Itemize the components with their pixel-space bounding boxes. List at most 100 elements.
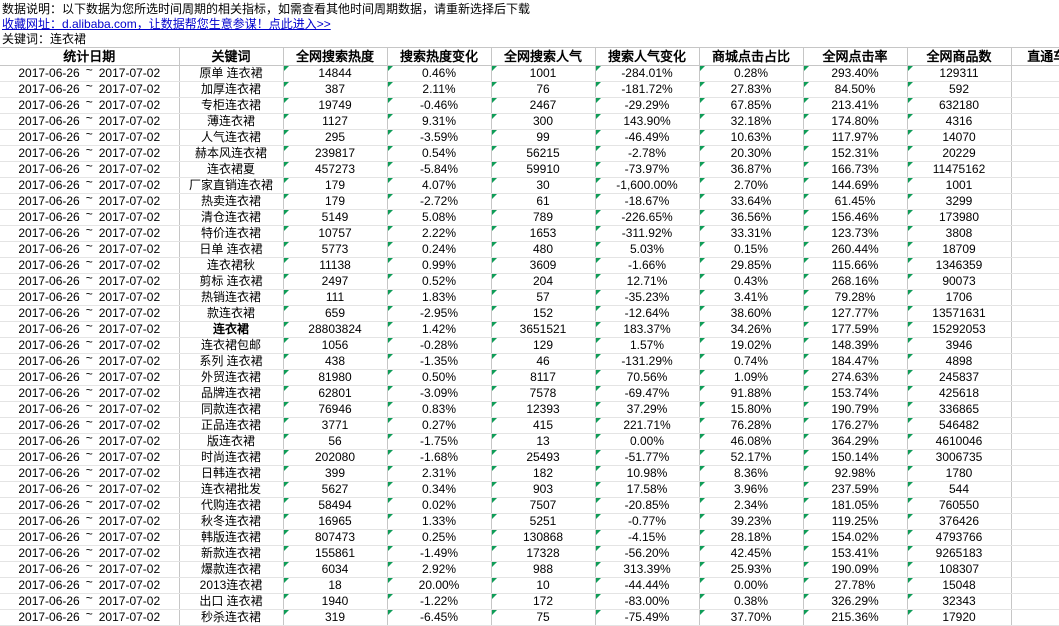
cell-item-count[interactable]: 425618 <box>907 385 1012 402</box>
cell-mall-click[interactable]: 34.26% <box>699 321 804 338</box>
col-header-search-heat[interactable]: 全网搜索热度 <box>283 47 388 66</box>
cell-date-range[interactable]: 2017-06-26 ~2017-07-02 <box>0 209 180 226</box>
cell-search-heat[interactable]: 438 <box>283 353 388 370</box>
cell-search-heat[interactable]: 56 <box>283 433 388 450</box>
cell-heat-change[interactable]: -0.46% <box>387 97 492 114</box>
cell-date-range[interactable]: 2017-06-26 ~2017-07-02 <box>0 433 180 450</box>
cell-heat-change[interactable]: 0.99% <box>387 257 492 274</box>
cell-search-heat[interactable]: 6034 <box>283 561 388 578</box>
cell-cpc[interactable]: - <box>1011 241 1059 258</box>
cell-date-range[interactable]: 2017-06-26 ~2017-07-02 <box>0 177 180 194</box>
cell-pop-change[interactable]: -29.29% <box>595 97 700 114</box>
cell-item-count[interactable]: 1346359 <box>907 257 1012 274</box>
table-row[interactable]: 2017-06-26 ~2017-07-02 赫本风连衣裙 239817 0.54% 56… <box>0 145 1059 162</box>
cell-date-range[interactable]: 2017-06-26 ~2017-07-02 <box>0 529 180 546</box>
table-row[interactable]: 2017-06-26 ~2017-07-02 连衣裙夏 457273 -5.84% 599… <box>0 161 1059 178</box>
cell-search-pop[interactable]: 3651521 <box>491 321 596 338</box>
col-header-pop-change[interactable]: 搜索人气变化 <box>595 47 700 66</box>
cell-search-pop[interactable]: 5251 <box>491 513 596 530</box>
cell-click-rate[interactable]: 326.29% <box>803 593 908 610</box>
cell-search-heat[interactable]: 202080 <box>283 449 388 466</box>
cell-heat-change[interactable]: 0.34% <box>387 481 492 498</box>
table-row[interactable]: 2017-06-26 ~2017-07-02 版连衣裙 56 -1.75% 13 0.00%… <box>0 433 1059 450</box>
cell-date-range[interactable]: 2017-06-26 ~2017-07-02 <box>0 369 180 386</box>
cell-search-heat[interactable]: 76946 <box>283 401 388 418</box>
cell-pop-change[interactable]: -1.66% <box>595 257 700 274</box>
cell-cpc[interactable]: - <box>1011 225 1059 242</box>
cell-keyword[interactable]: 品牌连衣裙 <box>179 385 284 402</box>
cell-search-pop[interactable]: 2467 <box>491 97 596 114</box>
cell-cpc[interactable]: - <box>1011 401 1059 418</box>
cell-cpc[interactable]: - <box>1011 193 1059 210</box>
cell-heat-change[interactable]: -6.45% <box>387 609 492 626</box>
cell-keyword[interactable]: 清仓连衣裙 <box>179 209 284 226</box>
cell-item-count[interactable]: 592 <box>907 81 1012 98</box>
cell-click-rate[interactable]: 119.25% <box>803 513 908 530</box>
cell-heat-change[interactable]: -2.95% <box>387 305 492 322</box>
cell-click-rate[interactable]: 237.59% <box>803 481 908 498</box>
cell-search-pop[interactable]: 3609 <box>491 257 596 274</box>
table-row[interactable]: 2017-06-26 ~2017-07-02 清仓连衣裙 5149 5.08% 789 -2… <box>0 209 1059 226</box>
cell-search-pop[interactable]: 61 <box>491 193 596 210</box>
table-row[interactable]: 2017-06-26 ~2017-07-02 人气连衣裙 295 -3.59% 99 -46… <box>0 129 1059 146</box>
cell-item-count[interactable]: 1780 <box>907 465 1012 482</box>
table-row[interactable]: 2017-06-26 ~2017-07-02 原单 连衣裙 14844 0.46% 100… <box>0 65 1059 82</box>
cell-date-range[interactable]: 2017-06-26 ~2017-07-02 <box>0 113 180 130</box>
cell-date-range[interactable]: 2017-06-26 ~2017-07-02 <box>0 129 180 146</box>
table-row[interactable]: 2017-06-26 ~2017-07-02 爆款连衣裙 6034 2.92% 988 31… <box>0 561 1059 578</box>
cell-date-range[interactable]: 2017-06-26 ~2017-07-02 <box>0 513 180 530</box>
cell-cpc[interactable]: - <box>1011 209 1059 226</box>
cell-item-count[interactable]: 173980 <box>907 209 1012 226</box>
cell-click-rate[interactable]: 181.05% <box>803 497 908 514</box>
table-row[interactable]: 2017-06-26 ~2017-07-02 薄连衣裙 1127 9.31% 300 143… <box>0 113 1059 130</box>
cell-search-heat[interactable]: 1940 <box>283 593 388 610</box>
cell-item-count[interactable]: 90073 <box>907 273 1012 290</box>
cell-pop-change[interactable]: -75.49% <box>595 609 700 626</box>
cell-keyword[interactable]: 出口 连衣裙 <box>179 593 284 610</box>
cell-search-pop[interactable]: 182 <box>491 465 596 482</box>
cell-item-count[interactable]: 14070 <box>907 129 1012 146</box>
cell-heat-change[interactable]: 9.31% <box>387 113 492 130</box>
cell-pop-change[interactable]: 183.37% <box>595 321 700 338</box>
cell-heat-change[interactable]: 0.83% <box>387 401 492 418</box>
cell-search-pop[interactable]: 75 <box>491 609 596 626</box>
cell-date-range[interactable]: 2017-06-26 ~2017-07-02 <box>0 401 180 418</box>
cell-mall-click[interactable]: 37.70% <box>699 609 804 626</box>
cell-search-pop[interactable]: 988 <box>491 561 596 578</box>
cell-search-heat[interactable]: 5773 <box>283 241 388 258</box>
cell-keyword[interactable]: 原单 连衣裙 <box>179 65 284 82</box>
table-row[interactable]: 2017-06-26 ~2017-07-02 2013连衣裙 18 20.00% 10 -4… <box>0 577 1059 594</box>
cell-date-range[interactable]: 2017-06-26 ~2017-07-02 <box>0 593 180 610</box>
cell-mall-click[interactable]: 36.87% <box>699 161 804 178</box>
table-row[interactable]: 2017-06-26 ~2017-07-02 韩版连衣裙 807473 0.25% 130… <box>0 529 1059 546</box>
cell-item-count[interactable]: 4610046 <box>907 433 1012 450</box>
cell-item-count[interactable]: 632180 <box>907 97 1012 114</box>
cell-pop-change[interactable]: 0.00% <box>595 433 700 450</box>
cell-click-rate[interactable]: 84.50% <box>803 81 908 98</box>
cell-click-rate[interactable]: 156.46% <box>803 209 908 226</box>
cell-item-count[interactable]: 336865 <box>907 401 1012 418</box>
cell-cpc[interactable]: - <box>1011 81 1059 98</box>
cell-search-pop[interactable]: 25493 <box>491 449 596 466</box>
cell-date-range[interactable]: 2017-06-26 ~2017-07-02 <box>0 305 180 322</box>
cell-pop-change[interactable]: 143.90% <box>595 113 700 130</box>
cell-pop-change[interactable]: -83.00% <box>595 593 700 610</box>
cell-pop-change[interactable]: -4.15% <box>595 529 700 546</box>
cell-heat-change[interactable]: -0.28% <box>387 337 492 354</box>
cell-search-pop[interactable]: 300 <box>491 113 596 130</box>
cell-keyword[interactable]: 秋冬连衣裙 <box>179 513 284 530</box>
cell-item-count[interactable]: 4316 <box>907 113 1012 130</box>
cell-keyword[interactable]: 2013连衣裙 <box>179 577 284 594</box>
cell-item-count[interactable]: 15048 <box>907 577 1012 594</box>
cell-mall-click[interactable]: 46.08% <box>699 433 804 450</box>
cell-keyword[interactable]: 加厚连衣裙 <box>179 81 284 98</box>
cell-pop-change[interactable]: 10.98% <box>595 465 700 482</box>
cell-click-rate[interactable]: 27.78% <box>803 577 908 594</box>
cell-search-pop[interactable]: 57 <box>491 289 596 306</box>
cell-search-heat[interactable]: 179 <box>283 177 388 194</box>
cell-cpc[interactable]: - <box>1011 369 1059 386</box>
cell-date-range[interactable]: 2017-06-26 ~2017-07-02 <box>0 337 180 354</box>
cell-search-heat[interactable]: 28803824 <box>283 321 388 338</box>
cell-click-rate[interactable]: 364.29% <box>803 433 908 450</box>
cell-search-heat[interactable]: 16965 <box>283 513 388 530</box>
